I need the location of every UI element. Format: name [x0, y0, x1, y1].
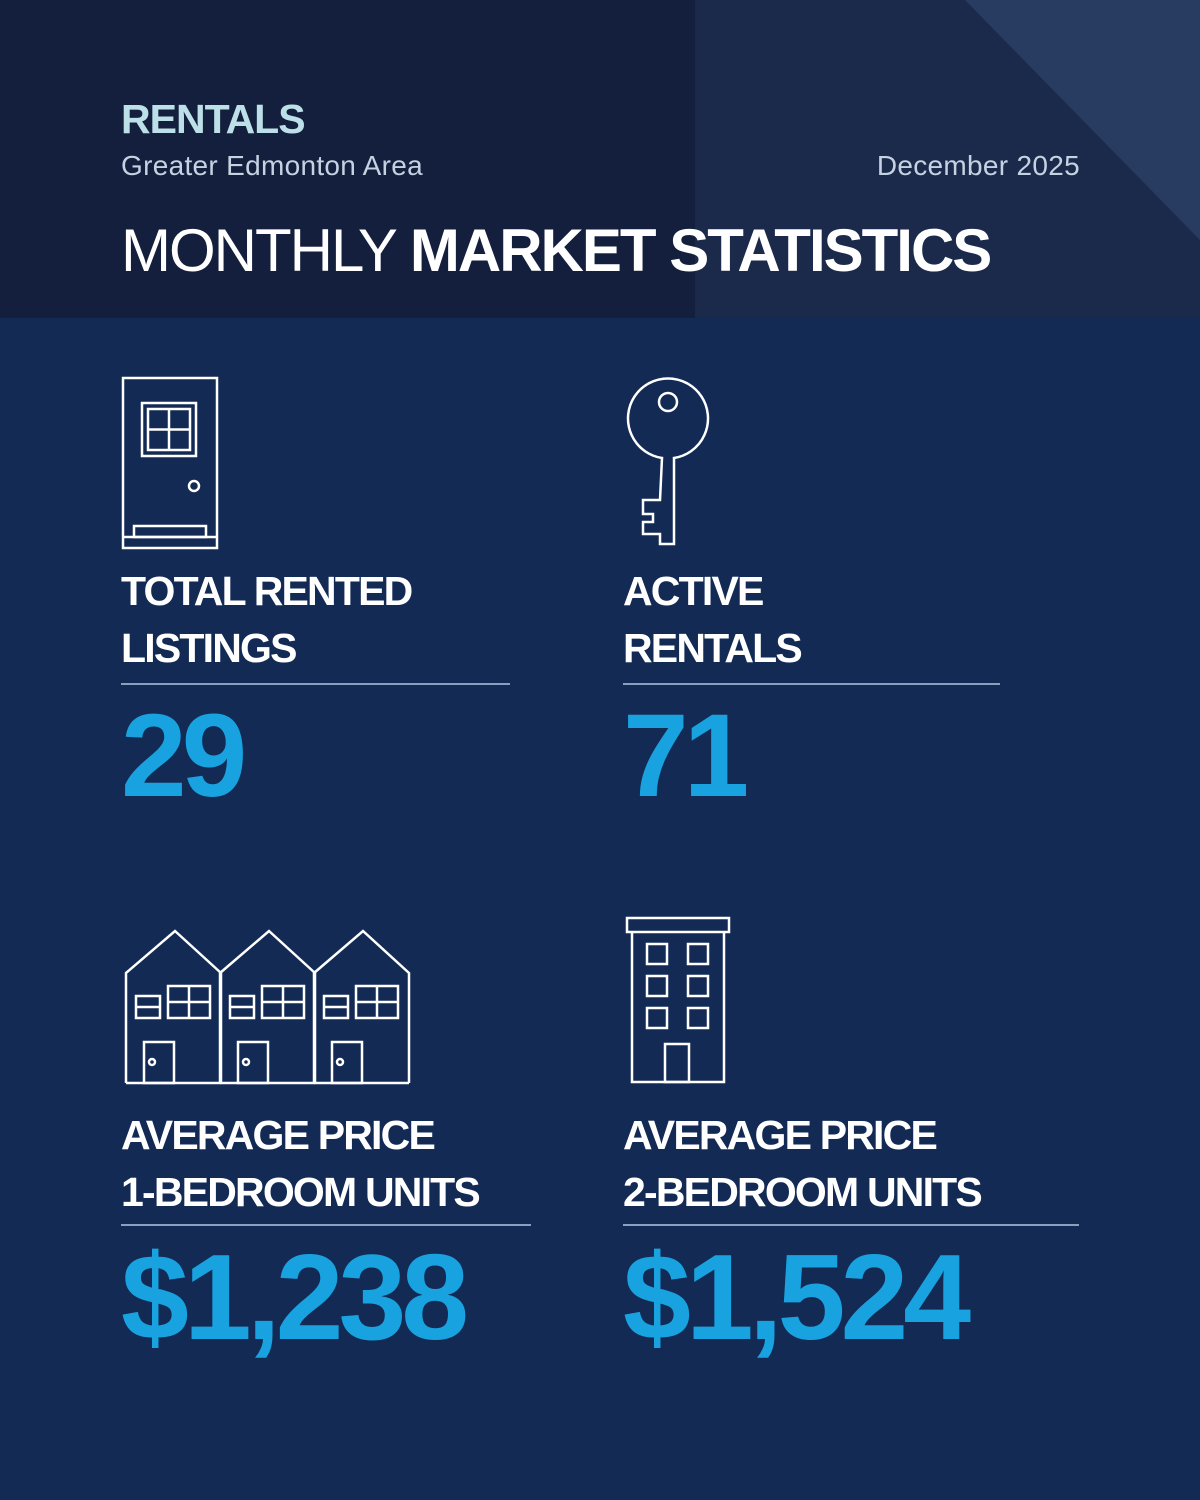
stat-label-line: 2-BEDROOM UNITS — [623, 1169, 983, 1215]
stat-divider — [121, 1224, 531, 1226]
stat-total-rented-listings: TOTAL RENTED LISTINGS 29 — [121, 376, 541, 816]
stat-divider — [623, 1224, 1079, 1226]
stat-average-price-2-bedroom: AVERAGE PRICE 2-BEDROOM UNITS $1,524 — [623, 914, 1093, 1394]
header-date: December 2025 — [876, 150, 1080, 181]
stat-divider — [121, 683, 510, 685]
header-dark-panel — [0, 0, 695, 318]
page-title-bold: MARKET STATISTICS — [409, 217, 992, 284]
stat-label: TOTAL RENTED LISTINGS — [121, 563, 413, 677]
stat-label-line: 1-BEDROOM UNITS — [121, 1169, 481, 1215]
townhouses-icon — [124, 929, 411, 1085]
key-icon — [626, 377, 710, 546]
stat-label: ACTIVE RENTALS — [623, 563, 803, 677]
stat-value: $1,524 — [623, 1229, 971, 1365]
header-diagonal-decoration — [965, 0, 1200, 240]
page-title: MONTHLY MARKET STATISTICS — [121, 216, 992, 286]
header-area: Greater Edmonton Area — [121, 150, 424, 181]
stat-label: AVERAGE PRICE 1-BEDROOM UNITS — [121, 1107, 481, 1221]
stat-average-price-1-bedroom: AVERAGE PRICE 1-BEDROOM UNITS $1,238 — [121, 928, 561, 1398]
stat-label: AVERAGE PRICE 2-BEDROOM UNITS — [623, 1107, 983, 1221]
apartment-building-icon — [625, 916, 731, 1084]
header-kicker: RENTALS — [121, 96, 306, 142]
stat-value: $1,238 — [121, 1229, 469, 1365]
door-icon — [121, 376, 219, 550]
stat-value: 71 — [623, 690, 749, 822]
stat-label-line: TOTAL RENTED — [121, 568, 413, 614]
stat-active-rentals: ACTIVE RENTALS 71 — [623, 376, 1043, 816]
stat-label-line: AVERAGE PRICE — [623, 1112, 938, 1158]
stat-label-line: AVERAGE PRICE — [121, 1112, 436, 1158]
stat-label-line: ACTIVE — [623, 568, 764, 614]
stat-value: 29 — [121, 690, 247, 822]
stat-label-line: RENTALS — [623, 625, 803, 671]
stat-divider — [623, 683, 1000, 685]
page-title-light: MONTHLY — [121, 217, 398, 284]
stat-label-line: LISTINGS — [121, 625, 297, 671]
header-banner: RENTALS Greater Edmonton Area December 2… — [0, 0, 1200, 318]
